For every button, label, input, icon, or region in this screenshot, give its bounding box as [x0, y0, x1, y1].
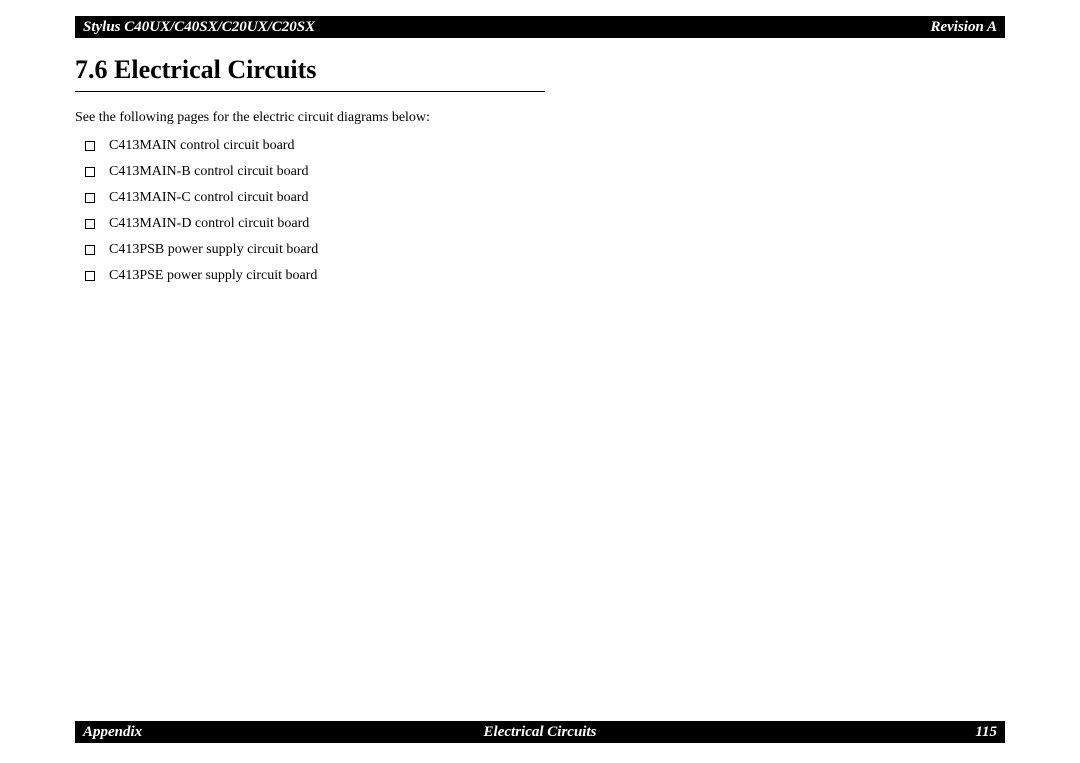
bullet-box-icon	[85, 167, 95, 177]
list-item-label: C413MAIN-C control circuit board	[109, 190, 308, 206]
footer-bar: Appendix Electrical Circuits 115	[75, 721, 1005, 743]
list-item-label: C413MAIN-D control circuit board	[109, 216, 309, 232]
footer-right-text: 115	[975, 724, 997, 741]
list-item-label: C413PSE power supply circuit board	[109, 268, 317, 284]
content-area: 7.6 Electrical Circuits See the followin…	[75, 55, 545, 294]
bullet-box-icon	[85, 219, 95, 229]
section-heading: 7.6 Electrical Circuits	[75, 55, 545, 92]
list-item-label: C413MAIN-B control circuit board	[109, 164, 308, 180]
header-left-text: Stylus C40UX/C40SX/C20UX/C20SX	[83, 19, 315, 36]
intro-text: See the following pages for the electric…	[75, 110, 545, 126]
list-item: C413MAIN control circuit board	[85, 138, 545, 154]
bullet-box-icon	[85, 271, 95, 281]
bullet-box-icon	[85, 141, 95, 151]
list-item: C413PSE power supply circuit board	[85, 268, 545, 284]
bullet-box-icon	[85, 193, 95, 203]
bullet-box-icon	[85, 245, 95, 255]
header-right-text: Revision A	[930, 19, 997, 36]
list-item: C413MAIN-B control circuit board	[85, 164, 545, 180]
list-item: C413PSB power supply circuit board	[85, 242, 545, 258]
list-item: C413MAIN-C control circuit board	[85, 190, 545, 206]
list-item-label: C413PSB power supply circuit board	[109, 242, 318, 258]
list-item-label: C413MAIN control circuit board	[109, 138, 294, 154]
header-bar: Stylus C40UX/C40SX/C20UX/C20SX Revision …	[75, 16, 1005, 38]
footer-center-text: Electrical Circuits	[484, 724, 597, 741]
circuit-list: C413MAIN control circuit board C413MAIN-…	[75, 138, 545, 284]
list-item: C413MAIN-D control circuit board	[85, 216, 545, 232]
footer-left-text: Appendix	[83, 724, 142, 741]
